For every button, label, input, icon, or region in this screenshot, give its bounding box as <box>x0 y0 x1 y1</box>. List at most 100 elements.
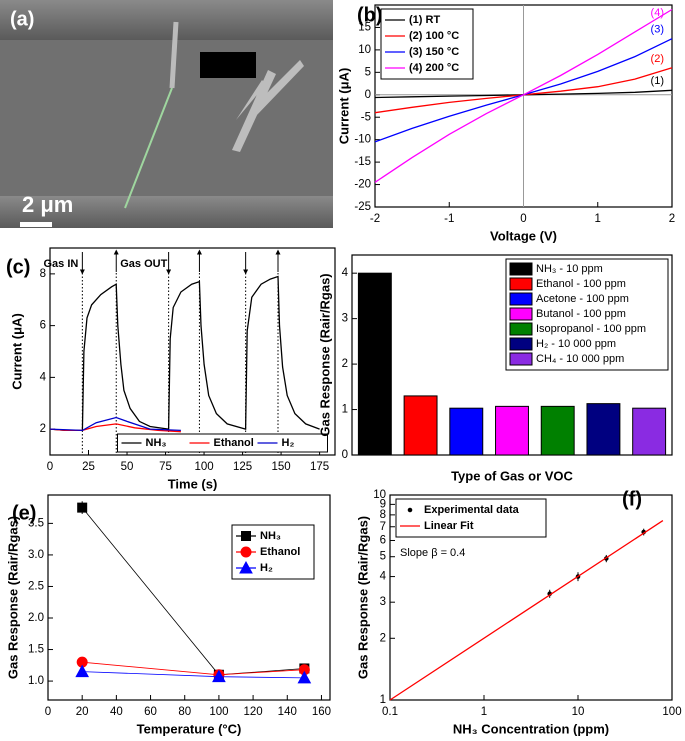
y-tick-label: -10 <box>354 134 371 146</box>
panel-label: (c) <box>6 256 30 278</box>
y-tick-label: -15 <box>354 156 371 168</box>
y-tick-label: 3.5 <box>28 517 44 529</box>
nanowire <box>124 87 173 209</box>
x-axis-label: Voltage (V) <box>490 228 557 243</box>
y-tick-label: 5 <box>380 551 386 563</box>
x-tick-label: 125 <box>233 461 252 473</box>
legend-label: Ethanol - 100 ppm <box>536 278 626 290</box>
legend-label: NH₃ <box>260 530 281 542</box>
measure-box <box>200 52 256 78</box>
legend-label: H₂ <box>282 437 295 449</box>
y-tick-label: 5 <box>365 66 371 78</box>
plot-frame <box>47 494 331 701</box>
legend-label: Butanol - 100 ppm <box>536 308 626 320</box>
y-tick-label: 10 <box>358 44 371 56</box>
x-tick-label: 100 <box>662 706 681 718</box>
bar <box>632 407 667 456</box>
scale-bar <box>20 222 52 227</box>
legend-swatch <box>509 322 533 336</box>
x-tick-label: 10 <box>572 706 585 718</box>
panel-label: (e) <box>12 502 36 524</box>
x-tick-label: 0 <box>47 461 53 473</box>
plot-frame <box>389 494 673 701</box>
bar <box>403 395 438 456</box>
y-tick-label: 10 <box>373 489 386 501</box>
x-tick-label: 1 <box>595 213 601 225</box>
y-tick-label: 1.0 <box>28 675 44 687</box>
end-label: (3) <box>651 24 664 36</box>
legend-label: (3) 150 °C <box>409 46 459 58</box>
legend-box <box>380 8 474 80</box>
x-tick-label: 60 <box>144 706 157 718</box>
legend-label: (2) 100 °C <box>409 30 459 42</box>
y-tick-label: 1 <box>380 694 386 706</box>
marker <box>212 669 226 683</box>
legend-label: Ethanol <box>260 546 300 558</box>
x-tick-label: 0 <box>45 706 51 718</box>
y-axis-label: Gas Response (Rair/Rgas) <box>317 273 332 436</box>
panel-label: (a) <box>10 8 34 30</box>
marker <box>77 502 88 513</box>
y-tick-label: 2 <box>40 423 46 435</box>
panel-label: (f) <box>622 488 642 510</box>
bar <box>586 403 621 456</box>
x-tick-label: 25 <box>82 461 95 473</box>
marker <box>407 507 413 513</box>
y-tick-label: 4 <box>380 571 387 583</box>
bar <box>540 405 575 456</box>
legend-label: H₂ <box>260 562 273 574</box>
legend-label: Isopropanol - 100 ppm <box>536 323 646 335</box>
legend-box <box>395 498 547 538</box>
marker <box>239 560 253 574</box>
series-line <box>389 520 664 701</box>
x-tick-label: -2 <box>370 213 380 225</box>
x-tick-label: 100 <box>209 706 228 718</box>
legend-label: Experimental data <box>424 504 520 516</box>
legend-label: Ethanol <box>214 437 254 449</box>
panel-label: (b) <box>357 4 383 26</box>
electrode-bottom <box>0 196 333 228</box>
legend-label: (1) RT <box>409 14 440 26</box>
y-tick-label: 1.5 <box>28 644 44 656</box>
legend-label: CH₄ - 10 000 ppm <box>536 353 624 365</box>
x-tick-label: 140 <box>278 706 297 718</box>
x-tick-label: 75 <box>159 461 172 473</box>
x-axis-label: Type of Gas or VOC <box>451 468 573 483</box>
series-line <box>49 416 181 432</box>
legend-label: Acetone - 100 ppm <box>536 293 629 305</box>
y-tick-label: 8 <box>380 509 386 521</box>
crystals <box>232 60 304 152</box>
y-axis-label: Current (μA) <box>9 313 24 390</box>
y-tick-label: 3.0 <box>28 549 44 561</box>
bar <box>449 407 484 456</box>
legend-swatch <box>509 337 533 351</box>
x-tick-label: 120 <box>243 706 262 718</box>
series-line <box>374 8 673 183</box>
x-axis-label: Temperature (°C) <box>137 721 242 736</box>
scale-bar-label: 2 μm <box>22 192 73 217</box>
x-tick-label: 80 <box>178 706 191 718</box>
end-label: (1) <box>651 75 664 87</box>
y-tick-label: 0 <box>342 449 348 461</box>
x-tick-label: 2 <box>669 213 675 225</box>
legend-label: H₂ - 10 000 ppm <box>536 338 616 350</box>
end-label: (4) <box>651 7 664 19</box>
legend-swatch <box>509 262 533 276</box>
x-tick-label: 100 <box>194 461 213 473</box>
series-line <box>49 275 320 432</box>
legend-label: Linear Fit <box>424 520 474 532</box>
legend-swatch <box>509 277 533 291</box>
y-tick-label: 0 <box>365 89 371 101</box>
legend-box <box>117 433 328 453</box>
bar <box>495 405 529 456</box>
y-tick-label: 2.5 <box>28 580 44 592</box>
x-axis-label: Time (s) <box>168 476 218 491</box>
legend-swatch <box>509 292 533 306</box>
annotation: Slope β = 0.4 <box>400 547 465 559</box>
y-tick-label: 3 <box>380 596 386 608</box>
y-tick-label: 3 <box>342 313 348 325</box>
y-tick-label: 2 <box>342 358 348 370</box>
electrode-top <box>0 0 333 40</box>
x-tick-label: 20 <box>76 706 89 718</box>
legend-label: NH₃ - 10 ppm <box>536 263 603 275</box>
